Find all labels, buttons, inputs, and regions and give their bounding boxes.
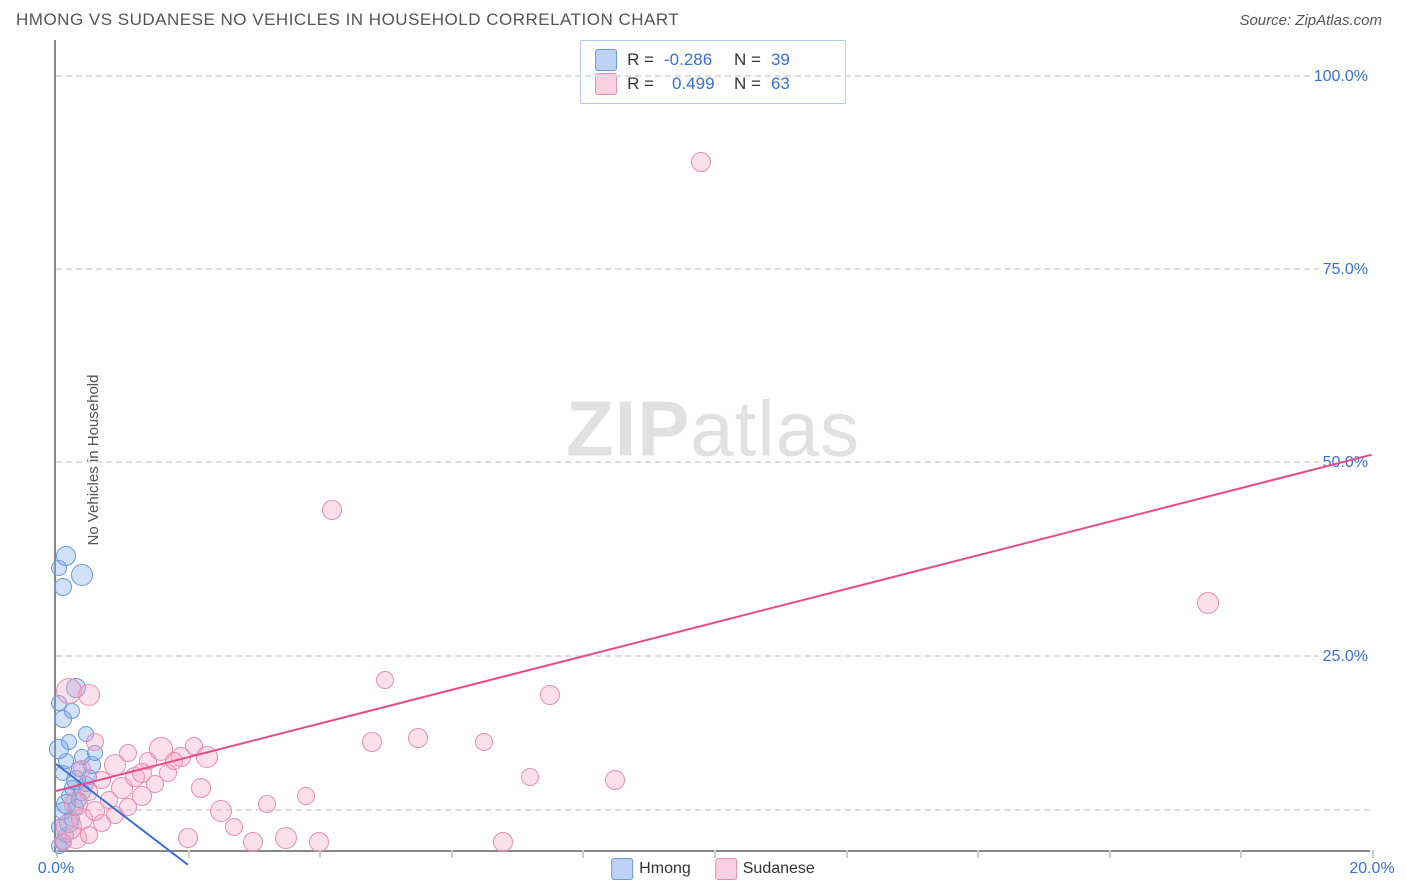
data-point-sudanese <box>78 684 100 706</box>
x-tick-label: 20.0% <box>1349 860 1394 878</box>
data-point-hmong <box>54 578 72 596</box>
legend-swatch-sudanese <box>715 858 737 880</box>
data-point-sudanese <box>86 733 104 751</box>
trend-line-sudanese <box>56 454 1372 792</box>
correlation-legend: R = -0.286 N = 39 R = 0.499 N = 63 <box>580 40 846 104</box>
legend-n-hmong: 39 <box>771 50 831 70</box>
legend-n-sudanese: 63 <box>771 74 831 94</box>
data-point-sudanese <box>521 768 539 786</box>
y-tick-label: 25.0% <box>1319 648 1372 666</box>
source-attribution: Source: ZipAtlas.com <box>1239 12 1382 29</box>
data-point-sudanese <box>243 832 263 852</box>
legend-swatch-hmong <box>611 858 633 880</box>
x-tick <box>1109 850 1111 858</box>
data-point-sudanese <box>376 671 394 689</box>
x-tick <box>1372 850 1374 858</box>
y-tick-label: 100.0% <box>1310 68 1372 86</box>
gridline <box>56 655 1370 657</box>
data-point-sudanese <box>297 787 315 805</box>
legend-r-hmong: -0.286 <box>664 50 724 70</box>
data-point-sudanese <box>493 832 513 852</box>
legend-n-label: N = <box>734 50 761 70</box>
legend-r-sudanese: 0.499 <box>664 74 724 94</box>
x-tick <box>451 850 453 858</box>
gridline <box>56 75 1370 77</box>
legend-n-label: N = <box>734 74 761 94</box>
x-tick <box>582 850 584 858</box>
y-tick-label: 75.0% <box>1319 261 1372 279</box>
data-point-sudanese <box>475 733 493 751</box>
data-point-hmong <box>61 734 77 750</box>
chart-container: No Vehicles in Household ZIPatlas R = -0… <box>16 40 1390 880</box>
x-tick <box>846 850 848 858</box>
legend-r-label: R = <box>627 50 654 70</box>
data-point-sudanese <box>178 828 198 848</box>
data-point-sudanese <box>191 778 211 798</box>
data-point-sudanese <box>225 818 243 836</box>
x-tick <box>714 850 716 858</box>
data-point-sudanese <box>362 732 382 752</box>
data-point-sudanese <box>309 832 329 852</box>
data-point-sudanese <box>322 500 342 520</box>
chart-title: HMONG VS SUDANESE NO VEHICLES IN HOUSEHO… <box>16 10 679 30</box>
gridline <box>56 268 1370 270</box>
legend-r-label: R = <box>627 74 654 94</box>
data-point-hmong <box>56 546 76 566</box>
data-point-sudanese <box>258 795 276 813</box>
legend-label-hmong: Hmong <box>639 860 691 877</box>
gridline <box>56 809 1370 811</box>
data-point-sudanese <box>1197 592 1219 614</box>
data-point-hmong <box>71 564 93 586</box>
scatter-plot: ZIPatlas R = -0.286 N = 39 R = 0.499 N =… <box>54 40 1370 852</box>
gridline <box>56 461 1370 463</box>
legend-label-sudanese: Sudanese <box>743 860 815 877</box>
x-tick-label: 0.0% <box>38 860 74 878</box>
legend-swatch-hmong <box>595 49 617 71</box>
series-legend: Hmong Sudanese <box>611 858 815 880</box>
x-tick <box>1240 850 1242 858</box>
data-point-sudanese <box>408 728 428 748</box>
data-point-sudanese <box>119 744 137 762</box>
data-point-sudanese <box>73 760 91 778</box>
x-tick <box>977 850 979 858</box>
data-point-sudanese <box>540 685 560 705</box>
data-point-sudanese <box>275 827 297 849</box>
data-point-sudanese <box>605 770 625 790</box>
x-tick <box>188 850 190 858</box>
data-point-sudanese <box>691 152 711 172</box>
